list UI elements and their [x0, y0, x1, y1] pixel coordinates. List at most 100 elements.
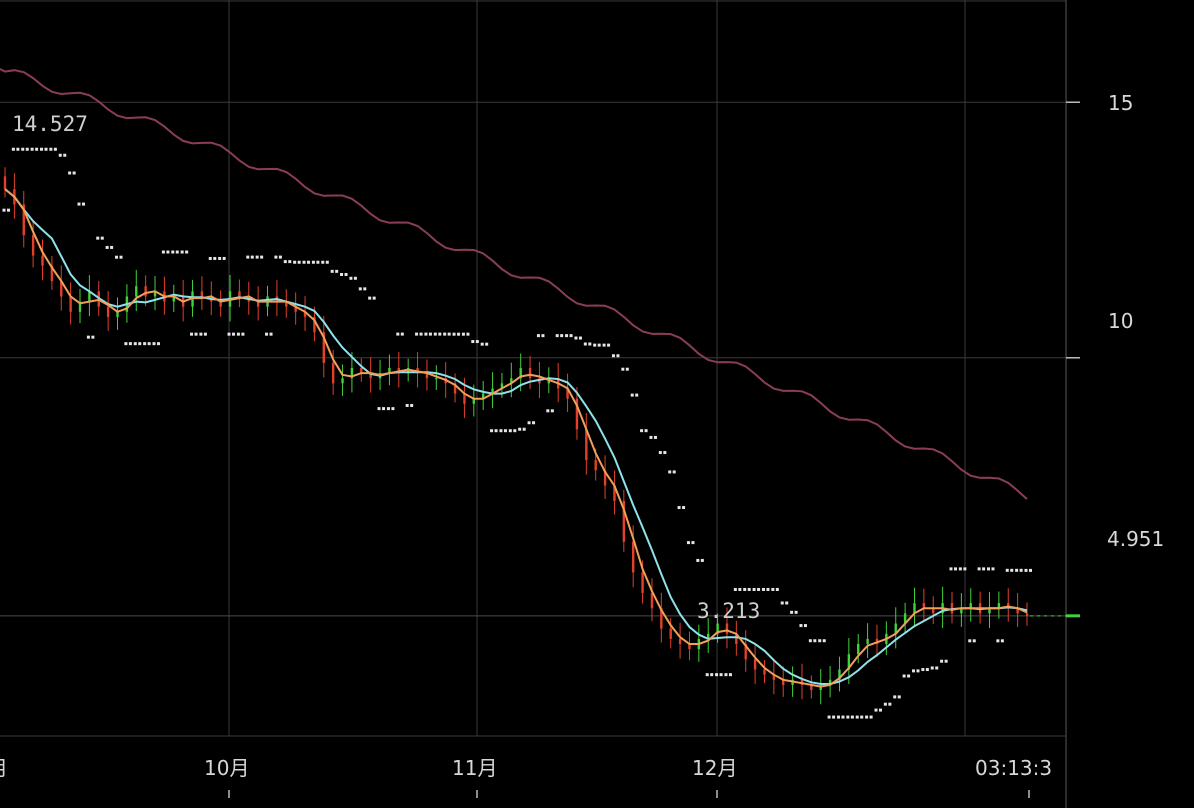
band-dot-b-104 [982, 567, 986, 571]
band-dot-b-83 [785, 601, 789, 605]
band-dot-78 [733, 587, 737, 591]
candle-body-64 [603, 470, 607, 486]
band-dot-106 [996, 639, 1000, 643]
band-dot-32 [302, 260, 306, 264]
band-dot-b-23 [222, 256, 226, 260]
band-dot-89 [836, 715, 840, 719]
band-dot-b-72 [682, 506, 686, 510]
candle-body-80 [753, 659, 757, 670]
band-dot-51 [480, 342, 484, 346]
candle-body-67 [632, 541, 635, 573]
candle-body-77 [725, 623, 729, 634]
band-dot-15 [143, 342, 147, 346]
band-dot-79 [743, 587, 747, 591]
band-dot-b-40 [382, 407, 386, 411]
band-dot-b-64 [607, 343, 611, 347]
band-dot-97 [911, 669, 915, 673]
candle-body-51 [481, 393, 485, 399]
band-dot-b-76 [719, 673, 723, 677]
band-dot-b-87 [822, 639, 826, 643]
candle-body-5 [50, 265, 54, 282]
candle-body-81 [763, 669, 766, 675]
band-dot-44 [415, 332, 419, 336]
candle-body-63 [594, 460, 597, 471]
candle-body-83 [782, 679, 785, 685]
band-dot-86 [808, 639, 812, 643]
band-dot-b-84 [794, 610, 798, 614]
band-dot-55 [518, 427, 522, 431]
x-tick-label-nov: 11月 [452, 756, 497, 780]
band-dot-b-6 [63, 153, 67, 157]
band-dot-b-0 [7, 208, 10, 212]
band-dot-b-109 [1029, 568, 1032, 572]
band-dot-b-77 [728, 673, 732, 677]
candle-body-102 [960, 608, 963, 614]
ma-slow-line [0, 68, 1028, 500]
band-dot-22 [208, 256, 212, 260]
band-dot-3 [30, 147, 34, 151]
band-dot-40 [377, 407, 381, 411]
band-dot-47 [443, 332, 447, 336]
band-dot-107 [1005, 568, 1009, 572]
band-dot-50 [471, 340, 475, 344]
band-dot-65 [611, 354, 615, 358]
band-dot-b-62 [588, 342, 592, 346]
band-dot-54 [508, 429, 512, 433]
candle-body-76 [716, 623, 719, 634]
candle-body-35 [331, 362, 335, 384]
candle-body-61 [575, 398, 579, 430]
candle-body-92 [866, 638, 869, 644]
band-dot-b-79 [747, 587, 751, 591]
chart-grid [0, 0, 1067, 808]
band-dot-91 [855, 715, 859, 719]
band-dot-b-4 [44, 147, 48, 151]
band-dot-27 [255, 255, 259, 259]
band-dot-25 [236, 332, 240, 336]
high-price-annotation: 14.527 [12, 112, 88, 136]
band-dot-b-34 [325, 260, 329, 264]
band-dot-b-7 [72, 171, 76, 175]
band-dot-b-20 [194, 332, 198, 336]
candle-body-45 [425, 373, 429, 379]
band-dot-21 [199, 332, 203, 336]
candle-body-79 [744, 644, 747, 660]
band-dot-100 [940, 659, 944, 663]
band-dot-14 [133, 342, 137, 346]
band-dot-b-8 [82, 202, 86, 206]
band-dot-31 [293, 260, 297, 264]
band-dot-b-9 [91, 335, 95, 339]
band-dot-b-63 [597, 343, 601, 347]
band-dot-b-99 [935, 666, 939, 670]
candle-body-78 [735, 633, 738, 644]
band-dot-b-58 [550, 409, 554, 413]
band-dot-69 [649, 435, 653, 439]
band-dot-46 [433, 332, 437, 336]
band-dot-10 [96, 236, 100, 240]
candle-body-46 [435, 378, 438, 380]
band-dot-b-41 [391, 407, 395, 411]
band-dot-b-26 [250, 255, 254, 259]
band-dot-b-73 [691, 541, 695, 545]
band-dot-b-55 [522, 427, 526, 431]
band-dot-b-2 [25, 147, 29, 151]
x-tick-label-time: 03:13:3 [975, 756, 1052, 780]
band-dot-b-88 [832, 715, 836, 719]
candle-body-91 [857, 644, 860, 655]
candle-body-95 [894, 623, 897, 634]
candle-body-11 [106, 306, 110, 317]
candle-body-39 [369, 373, 372, 379]
candlestick-series [3, 167, 1029, 705]
candle-body-38 [360, 368, 363, 374]
candle-body-96 [903, 613, 907, 624]
candle-body-21 [200, 291, 204, 297]
band-dot-b-69 [653, 435, 657, 439]
band-dot-b-56 [532, 421, 536, 425]
candle-body-66 [622, 500, 626, 542]
band-dot-b-53 [503, 429, 507, 433]
candle-body-0 [3, 176, 7, 190]
candle-body-15 [144, 286, 147, 297]
band-dot-b-28 [269, 332, 273, 336]
band-dot-b-3 [35, 147, 39, 151]
band-dot-b-74 [700, 558, 704, 562]
